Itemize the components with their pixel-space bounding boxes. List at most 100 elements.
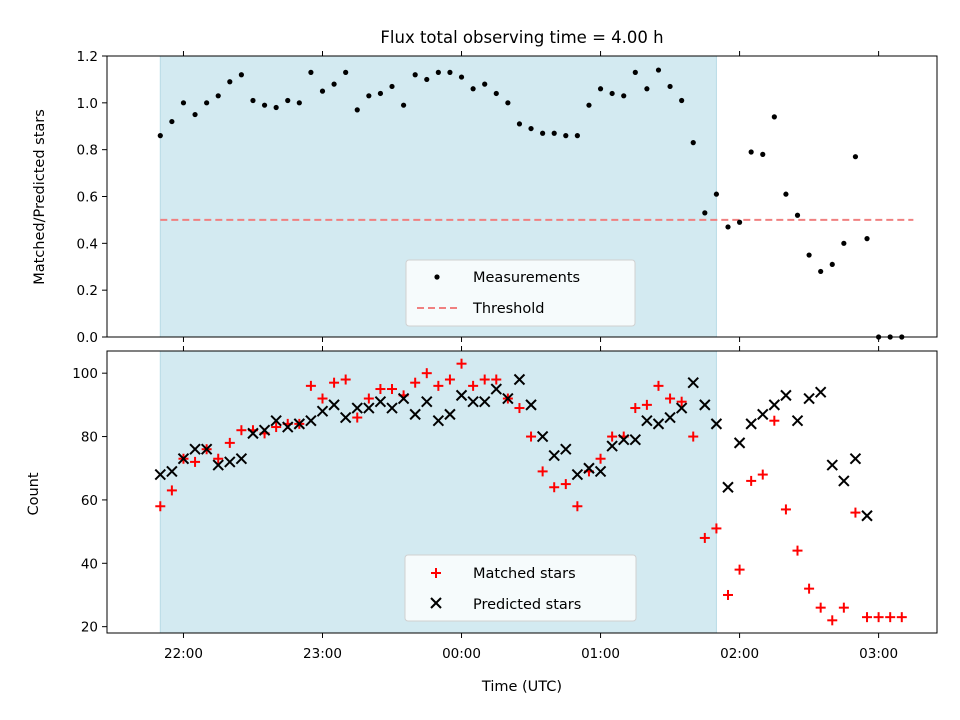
predicted-star-point (200, 443, 213, 455)
matched-star-point (468, 380, 479, 391)
matched-star-point (456, 358, 467, 369)
measurement-point (551, 130, 557, 136)
predicted-star-point (583, 462, 595, 474)
measurement-point (632, 69, 638, 75)
measurement-point (470, 86, 476, 92)
matched-star-point (444, 374, 455, 385)
matched-star-point (317, 393, 328, 404)
matched-star-point (757, 469, 768, 480)
matched-star-point (572, 501, 583, 512)
measurement-point (424, 76, 430, 83)
matched-star-point (885, 612, 896, 623)
legend-predicted-marker (430, 597, 442, 609)
x-tick-label: 03:00 (859, 646, 898, 662)
predicted-star-point (305, 415, 317, 427)
predicted-star-point (177, 453, 190, 465)
measurement-point (760, 151, 766, 157)
predicted-star-point (490, 383, 502, 395)
predicted-star-point (513, 373, 526, 386)
predicted-star-point (560, 443, 572, 455)
measurement-point (204, 100, 210, 106)
measurement-point (192, 111, 198, 118)
top-axes-frame (106, 55, 938, 338)
x-axis-label: Time (UTC) (481, 679, 562, 695)
top-legend: Measurements Threshold (405, 259, 636, 327)
legend-matched-label: Matched stars (473, 566, 576, 582)
matched-star-point (329, 377, 340, 388)
predicted-star-point (618, 434, 630, 446)
y-tick-label: 0.8 (77, 143, 98, 159)
bottom-y-ticks: 20 40 60 80 100 (72, 366, 107, 636)
predicted-star-point (606, 440, 618, 452)
predicted-star-point (780, 389, 792, 402)
predicted-star-point (166, 465, 178, 478)
predicted-star-point (571, 468, 584, 481)
matched-star-point (537, 466, 548, 477)
measurement-point (713, 191, 720, 197)
measurement-point (435, 69, 441, 75)
matched-star-point (190, 456, 201, 467)
measurement-point (273, 104, 279, 111)
matched-star-point (653, 380, 664, 391)
top-y-ticks: 0.0 0.2 0.4 0.6 0.8 1.0 1.2 (77, 49, 107, 346)
predicted-stars-points (154, 373, 873, 522)
matched-stars-points (155, 358, 907, 626)
predicted-star-point (791, 415, 804, 427)
measurement-point (667, 83, 673, 90)
y-tick-label: 100 (72, 366, 98, 382)
legend-measurements-label: Measurements (473, 270, 580, 286)
predicted-star-point (386, 402, 398, 414)
matched-star-point (862, 612, 873, 623)
bottom-legend-box (404, 554, 637, 622)
measurement-point (412, 72, 418, 78)
matched-star-point (491, 374, 502, 385)
bottom-panel: 20 40 60 80 100 22:00 23:00 00:00 01:00 02:00 03:… (26, 346, 938, 695)
predicted-star-point (675, 402, 688, 414)
predicted-star-point (282, 421, 294, 433)
predicted-star-point (548, 449, 560, 462)
predicted-star-point (803, 392, 815, 405)
matched-star-point (410, 377, 421, 388)
matched-star-point (224, 437, 235, 448)
predicted-star-point (536, 430, 549, 443)
predicted-star-point (397, 392, 410, 405)
predicted-star-point (722, 481, 734, 493)
measurement-point (169, 118, 175, 125)
measurement-point (563, 133, 569, 139)
y-tick-label: 0.0 (77, 330, 98, 346)
measurement-point (319, 88, 326, 94)
predicted-star-point (293, 418, 306, 430)
matched-star-point (699, 532, 710, 543)
predicted-star-point (687, 376, 699, 389)
predicted-star-point (351, 402, 363, 414)
x-tick-label: 23:00 (303, 646, 342, 662)
matched-star-point (375, 384, 386, 395)
x-tick-label: 00:00 (442, 646, 481, 662)
measurement-point (285, 97, 291, 104)
measurement-point (771, 114, 777, 120)
top-y-axis-label: Matched/Predicted stars (32, 109, 48, 285)
predicted-star-point (247, 427, 259, 440)
measurement-point (794, 212, 801, 218)
predicted-star-point (838, 475, 850, 487)
measurement-point (644, 86, 650, 92)
x-tick-label: 22:00 (164, 646, 203, 662)
measurement-point (331, 81, 337, 87)
matched-star-point (780, 504, 791, 515)
measurement-point (343, 69, 349, 75)
measurement-point (841, 240, 847, 246)
measurement-point (574, 133, 580, 139)
matched-star-point (838, 602, 849, 613)
bottom-x-ticks: 22:00 23:00 00:00 01:00 02:00 03:00 (164, 346, 898, 662)
predicted-star-point (502, 392, 514, 405)
y-tick-label: 60 (81, 493, 98, 509)
measurement-point (215, 93, 221, 99)
predicted-star-point (212, 459, 224, 471)
predicted-star-point (478, 395, 491, 408)
top-panel: 0.0 0.2 0.4 0.6 0.8 1.0 1.2 Flux total observi… (32, 28, 938, 346)
matched-star-point (595, 453, 606, 464)
predicted-star-point (745, 418, 757, 430)
predicted-star-point (814, 386, 827, 398)
matched-star-point (166, 485, 177, 496)
